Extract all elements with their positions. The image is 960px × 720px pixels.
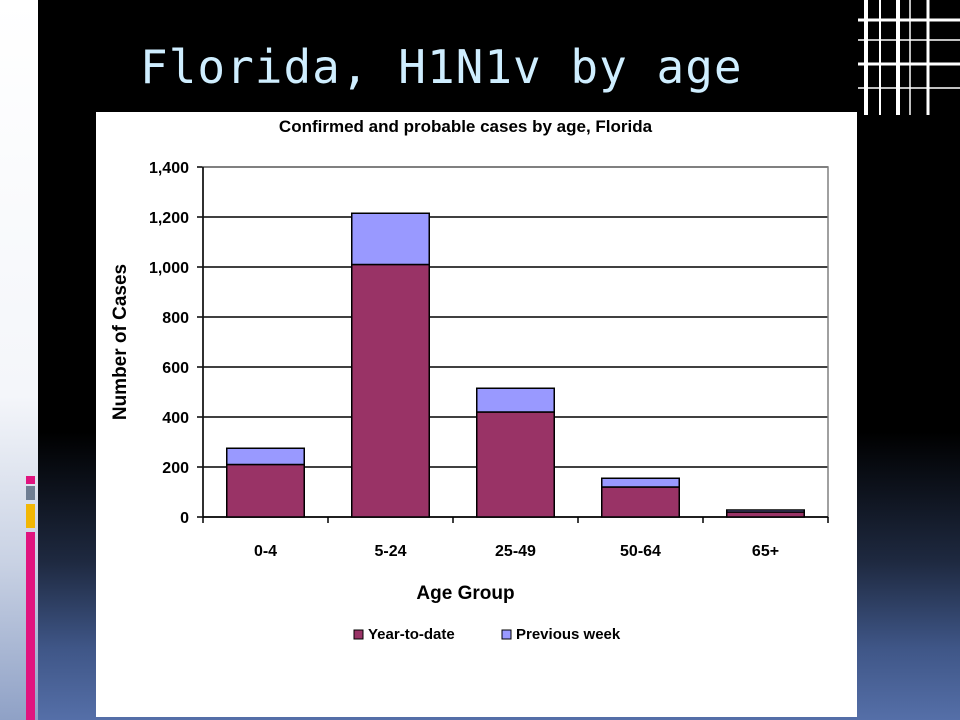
- bar-year-to-date: [476, 411, 555, 518]
- decorative-lines: [858, 0, 960, 115]
- bar-previous-week: [226, 447, 305, 466]
- legend-label: Previous week: [516, 626, 621, 643]
- bar-previous-week: [601, 477, 680, 488]
- chart-title: Confirmed and probable cases by age, Flo…: [279, 117, 653, 136]
- accent-bar-pink-long: [26, 532, 35, 720]
- bar-year-to-date: [601, 486, 680, 518]
- bar-previous-week: [726, 509, 805, 513]
- x-tick-label: 65+: [752, 543, 779, 560]
- x-tick-label: 5-24: [374, 543, 406, 560]
- x-tick-label: 25-49: [495, 543, 536, 560]
- y-tick-label: 200: [162, 460, 189, 477]
- bar-previous-week: [476, 387, 555, 413]
- accent-bar-gray: [26, 486, 35, 500]
- y-tick-label: 800: [162, 310, 189, 327]
- accent-bar-pink-top: [26, 476, 35, 484]
- x-tick-label: 50-64: [620, 543, 661, 560]
- x-tick-label: 0-4: [254, 543, 277, 560]
- legend-swatch-previous-week: [501, 629, 512, 640]
- bar-year-to-date: [351, 263, 430, 518]
- bar-year-to-date: [226, 463, 305, 518]
- x-axis-label: Age Group: [416, 583, 514, 604]
- y-axis-label: Number of Cases: [110, 264, 131, 420]
- chart-panel: Confirmed and probable cases by age, Flo…: [96, 112, 857, 717]
- y-tick-label: 1,400: [149, 160, 189, 177]
- bar-previous-week: [351, 212, 430, 266]
- slide-title: Florida, H1N1v by age: [140, 40, 743, 94]
- y-tick-label: 1,000: [149, 260, 189, 277]
- y-tick-label: 400: [162, 410, 189, 427]
- legend-label: Year-to-date: [368, 626, 455, 643]
- y-tick-label: 0: [180, 510, 189, 527]
- y-tick-label: 1,200: [149, 210, 189, 227]
- accent-bar-yellow: [26, 504, 35, 528]
- legend-swatch-year-to-date: [353, 629, 364, 640]
- y-tick-label: 600: [162, 360, 189, 377]
- bar-chart: Confirmed and probable cases by age, Flo…: [110, 117, 829, 643]
